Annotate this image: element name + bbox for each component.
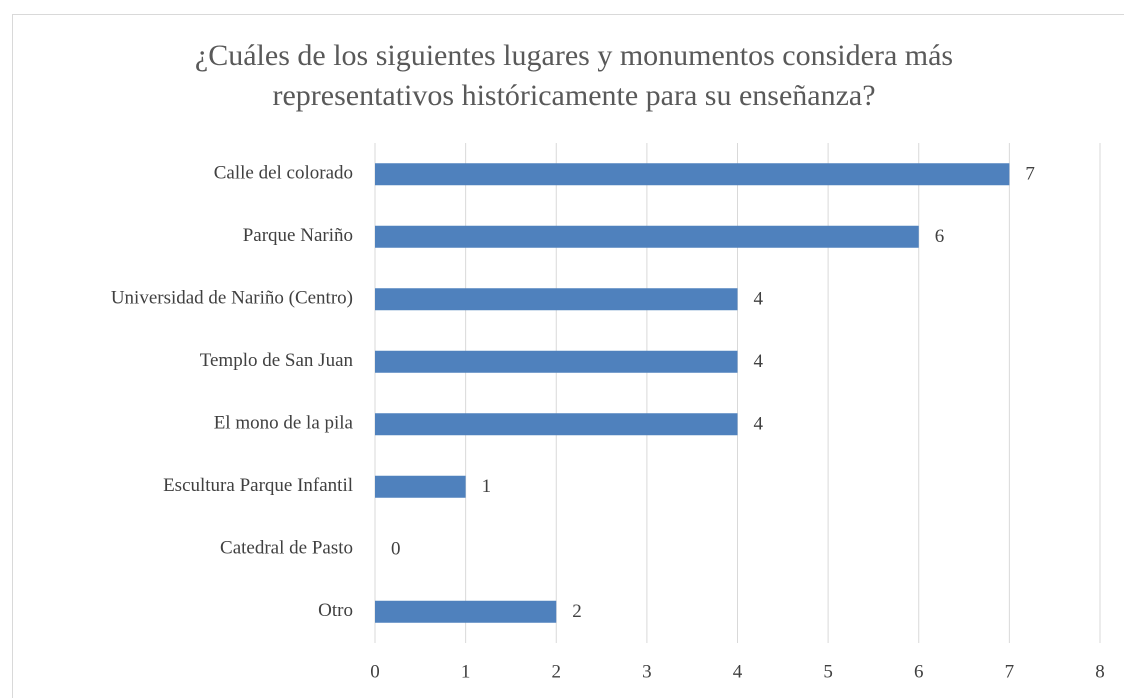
bar (375, 475, 466, 498)
bar (375, 288, 738, 311)
x-tick-label: 3 (642, 661, 652, 682)
y-tick-label: Catedral de Pasto (220, 538, 353, 559)
bar (375, 413, 738, 436)
y-tick-label: Templo de San Juan (200, 350, 354, 371)
x-tick-label: 5 (823, 661, 833, 682)
data-label: 1 (482, 476, 492, 497)
x-tick-label: 2 (552, 661, 562, 682)
y-tick-label: Escultura Parque Infantil (163, 475, 353, 496)
x-tick-label: 0 (370, 661, 380, 682)
y-tick-label: Otro (318, 600, 353, 621)
chart-border (12, 14, 1124, 698)
x-tick-label: 8 (1095, 661, 1105, 682)
y-tick-label: Parque Nariño (243, 225, 353, 246)
bar (375, 350, 738, 373)
data-label: 0 (391, 539, 401, 560)
data-label: 2 (572, 601, 582, 622)
y-tick-label: El mono de la pila (214, 413, 354, 434)
bar (375, 163, 1010, 186)
data-label: 4 (754, 351, 764, 372)
x-tick-label: 1 (461, 661, 471, 682)
data-label: 7 (1025, 164, 1035, 185)
y-tick-label: Universidad de Nariño (Centro) (111, 288, 353, 309)
x-tick-label: 6 (914, 661, 924, 682)
y-tick-label: Calle del colorado (214, 163, 353, 184)
bar (375, 600, 557, 623)
data-label: 6 (935, 226, 945, 247)
data-label: 4 (754, 289, 764, 310)
data-label: 4 (754, 414, 764, 435)
bar (375, 225, 919, 248)
x-tick-label: 4 (733, 661, 743, 682)
x-tick-label: 7 (1005, 661, 1015, 682)
chart-title: ¿Cuáles de los siguientes lugares y monu… (195, 39, 953, 72)
chart-title: representativos históricamente para su e… (272, 79, 875, 112)
